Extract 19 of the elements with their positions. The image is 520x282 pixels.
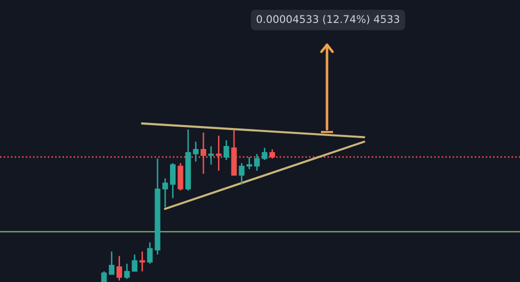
candlestick [178,162,184,192]
candlestick [108,250,114,276]
candlestick [162,178,168,208]
candlestick [224,140,230,161]
candlestick [101,270,107,282]
candlestick [132,254,138,272]
candlestick [254,153,260,172]
candlestick [200,132,206,174]
candlestick [262,147,268,161]
candlestick [124,263,130,280]
candlestick [147,242,153,264]
candlestick [139,250,146,272]
candlestick [116,255,122,282]
candlestick [192,141,199,162]
text: 0.00004533 (12.74%) 4533 [256,14,400,24]
candlestick [238,162,244,186]
candlestick [246,156,252,170]
candlestick [170,162,176,199]
candlestick [208,146,214,166]
